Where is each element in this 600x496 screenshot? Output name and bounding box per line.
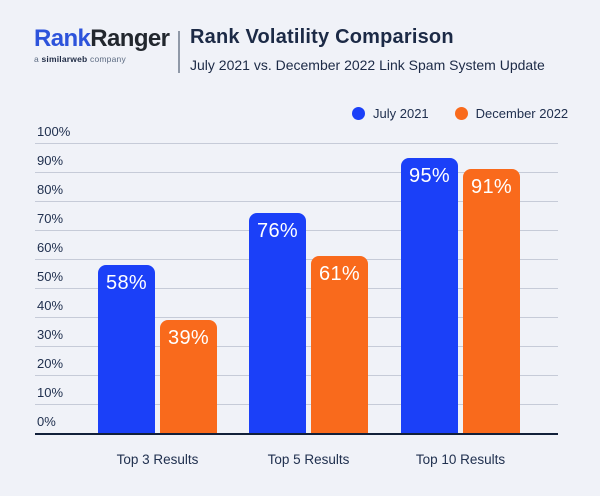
gridline-100- (35, 143, 558, 144)
y-tick-label-100-: 100% (37, 124, 71, 139)
y-tick-label-70-: 70% (37, 211, 64, 226)
tagline-suffix: company (90, 54, 126, 64)
y-tick-label-0-: 0% (37, 414, 56, 429)
rankranger-logo: RankRanger a similarweb company (34, 25, 170, 65)
bar-july-2021-top-10-results: 95% (401, 157, 458, 433)
y-tick-label-60-: 60% (37, 240, 64, 255)
x-axis-line (35, 432, 558, 435)
logo-ranger-text: Ranger (90, 25, 170, 52)
chart-title: Rank Volatility Comparison (190, 26, 454, 48)
bar-value-label: 95% (409, 164, 450, 187)
tagline-brand: similarweb (41, 54, 88, 64)
legend-item-december-2022: December 2022 (454, 106, 569, 121)
legend-label: December 2022 (475, 106, 569, 121)
header-divider (178, 31, 180, 73)
y-tick-label-90-: 90% (37, 153, 64, 168)
tagline-prefix: a (34, 54, 39, 64)
legend-item-july-2021: July 2021 (352, 106, 429, 121)
gridline-80- (35, 201, 558, 202)
bar-value-label: 61% (319, 263, 360, 286)
y-tick-label-80-: 80% (37, 182, 64, 197)
bar-july-2021-top-3-results: 58% (98, 264, 155, 433)
category-label-top-5-results: Top 5 Results (267, 452, 350, 467)
bar-chart-plot: 0% 10% 20% 30% 40% 50% 60% 70% 80% 90% 100% 58% 39% 7… (35, 125, 558, 435)
category-label-top-10-results: Top 10 Results (415, 452, 506, 467)
bar-december-2022-top-10-results: 91% (463, 169, 520, 433)
y-tick-label-20-: 20% (37, 356, 64, 371)
bar-value-label: 91% (471, 176, 512, 199)
logo-tagline: a similarweb company (34, 54, 169, 64)
legend: July 2021 December 2022 (352, 106, 568, 121)
bar-value-label: 39% (168, 326, 209, 349)
legend-label: July 2021 (373, 106, 429, 121)
legend-dot-july-2021 (352, 107, 365, 120)
bar-december-2022-top-5-results: 61% (311, 256, 368, 433)
logo-wordmark: RankRanger (34, 25, 170, 52)
bar-july-2021-top-5-results: 76% (249, 212, 306, 433)
y-tick-label-10-: 10% (37, 385, 64, 400)
bar-value-label: 58% (106, 271, 147, 294)
chart-subtitle: July 2021 vs. December 2022 Link Spam Sy… (190, 57, 545, 73)
y-tick-label-30-: 30% (37, 327, 64, 342)
legend-dot-december-2022 (454, 107, 468, 120)
bar-value-label: 76% (257, 219, 298, 242)
y-tick-label-40-: 40% (37, 298, 64, 313)
bar-december-2022-top-3-results: 39% (160, 319, 217, 433)
gridline-90- (35, 172, 558, 173)
category-label-top-3-results: Top 3 Results (116, 452, 199, 467)
logo-rank-text: Rank (34, 25, 91, 52)
y-tick-label-50-: 50% (37, 269, 64, 284)
